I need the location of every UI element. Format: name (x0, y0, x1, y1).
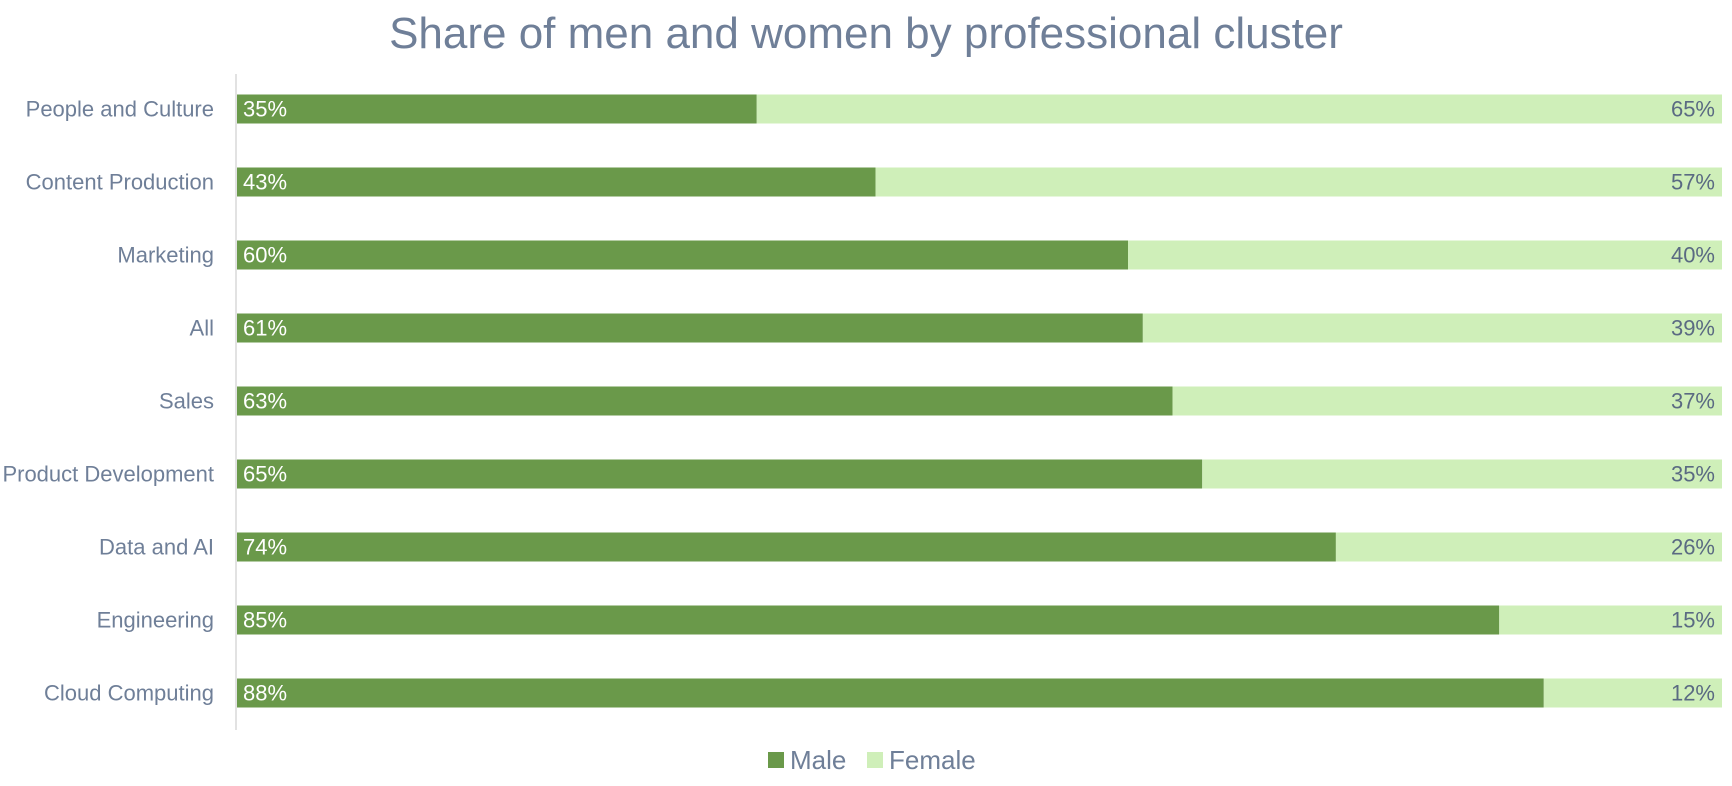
bar-male-product-development (237, 459, 1203, 489)
category-label-content-production: Content Production (26, 170, 214, 195)
bars-group: People and Culture 35% 65% Content Producti… (2, 94, 1722, 708)
bar-male-people-and-culture (237, 94, 757, 124)
category-label-cloud-computing: Cloud Computing (44, 681, 214, 706)
category-label-engineering: Engineering (97, 608, 214, 633)
bar-female-product-development (1202, 459, 1722, 489)
category-label-sales: Sales (159, 389, 214, 414)
category-label-data-and-ai: Data and AI (99, 535, 214, 560)
data-label-female-data-and-ai: 26% (1671, 535, 1715, 560)
bar-female-people-and-culture (756, 94, 1722, 124)
data-label-female-sales: 37% (1671, 389, 1715, 414)
legend-label-male: Male (790, 745, 846, 775)
bar-female-sales (1172, 386, 1722, 416)
data-label-female-marketing: 40% (1671, 243, 1715, 268)
data-label-female-engineering: 15% (1671, 608, 1715, 633)
data-label-male-data-and-ai: 74% (243, 535, 287, 560)
bar-female-marketing (1128, 240, 1722, 270)
category-label-product-development: Product Development (2, 462, 214, 487)
data-label-female-people-and-culture: 65% (1671, 97, 1715, 122)
bar-female-engineering (1499, 605, 1722, 635)
bar-female-cloud-computing (1543, 678, 1722, 708)
data-label-male-people-and-culture: 35% (243, 97, 287, 122)
bar-female-content-production (875, 167, 1722, 197)
data-label-male-product-development: 65% (243, 462, 287, 487)
bar-male-engineering (237, 605, 1500, 635)
bar-male-cloud-computing (237, 678, 1544, 708)
bar-male-all (237, 313, 1143, 343)
data-label-female-product-development: 35% (1671, 462, 1715, 487)
data-label-male-engineering: 85% (243, 608, 287, 633)
legend-swatch-male (768, 752, 784, 768)
bar-male-content-production (237, 167, 876, 197)
bar-male-marketing (237, 240, 1128, 270)
bar-female-all (1142, 313, 1722, 343)
bar-male-data-and-ai (237, 532, 1336, 562)
category-label-all: All (190, 316, 214, 341)
legend-label-female: Female (889, 745, 976, 775)
bar-male-sales (237, 386, 1173, 416)
data-label-female-cloud-computing: 12% (1671, 681, 1715, 706)
data-label-male-content-production: 43% (243, 170, 287, 195)
data-label-female-all: 39% (1671, 316, 1715, 341)
category-label-marketing: Marketing (117, 243, 214, 268)
data-label-male-marketing: 60% (243, 243, 287, 268)
category-label-people-and-culture: People and Culture (26, 97, 214, 122)
data-label-male-all: 61% (243, 316, 287, 341)
bar-female-data-and-ai (1335, 532, 1722, 562)
data-label-male-sales: 63% (243, 389, 287, 414)
data-label-female-content-production: 57% (1671, 170, 1715, 195)
legend: Male Female (768, 745, 976, 775)
chart-title: Share of men and women by professional c… (389, 9, 1343, 58)
data-label-male-cloud-computing: 88% (243, 681, 287, 706)
legend-swatch-female (867, 752, 883, 768)
